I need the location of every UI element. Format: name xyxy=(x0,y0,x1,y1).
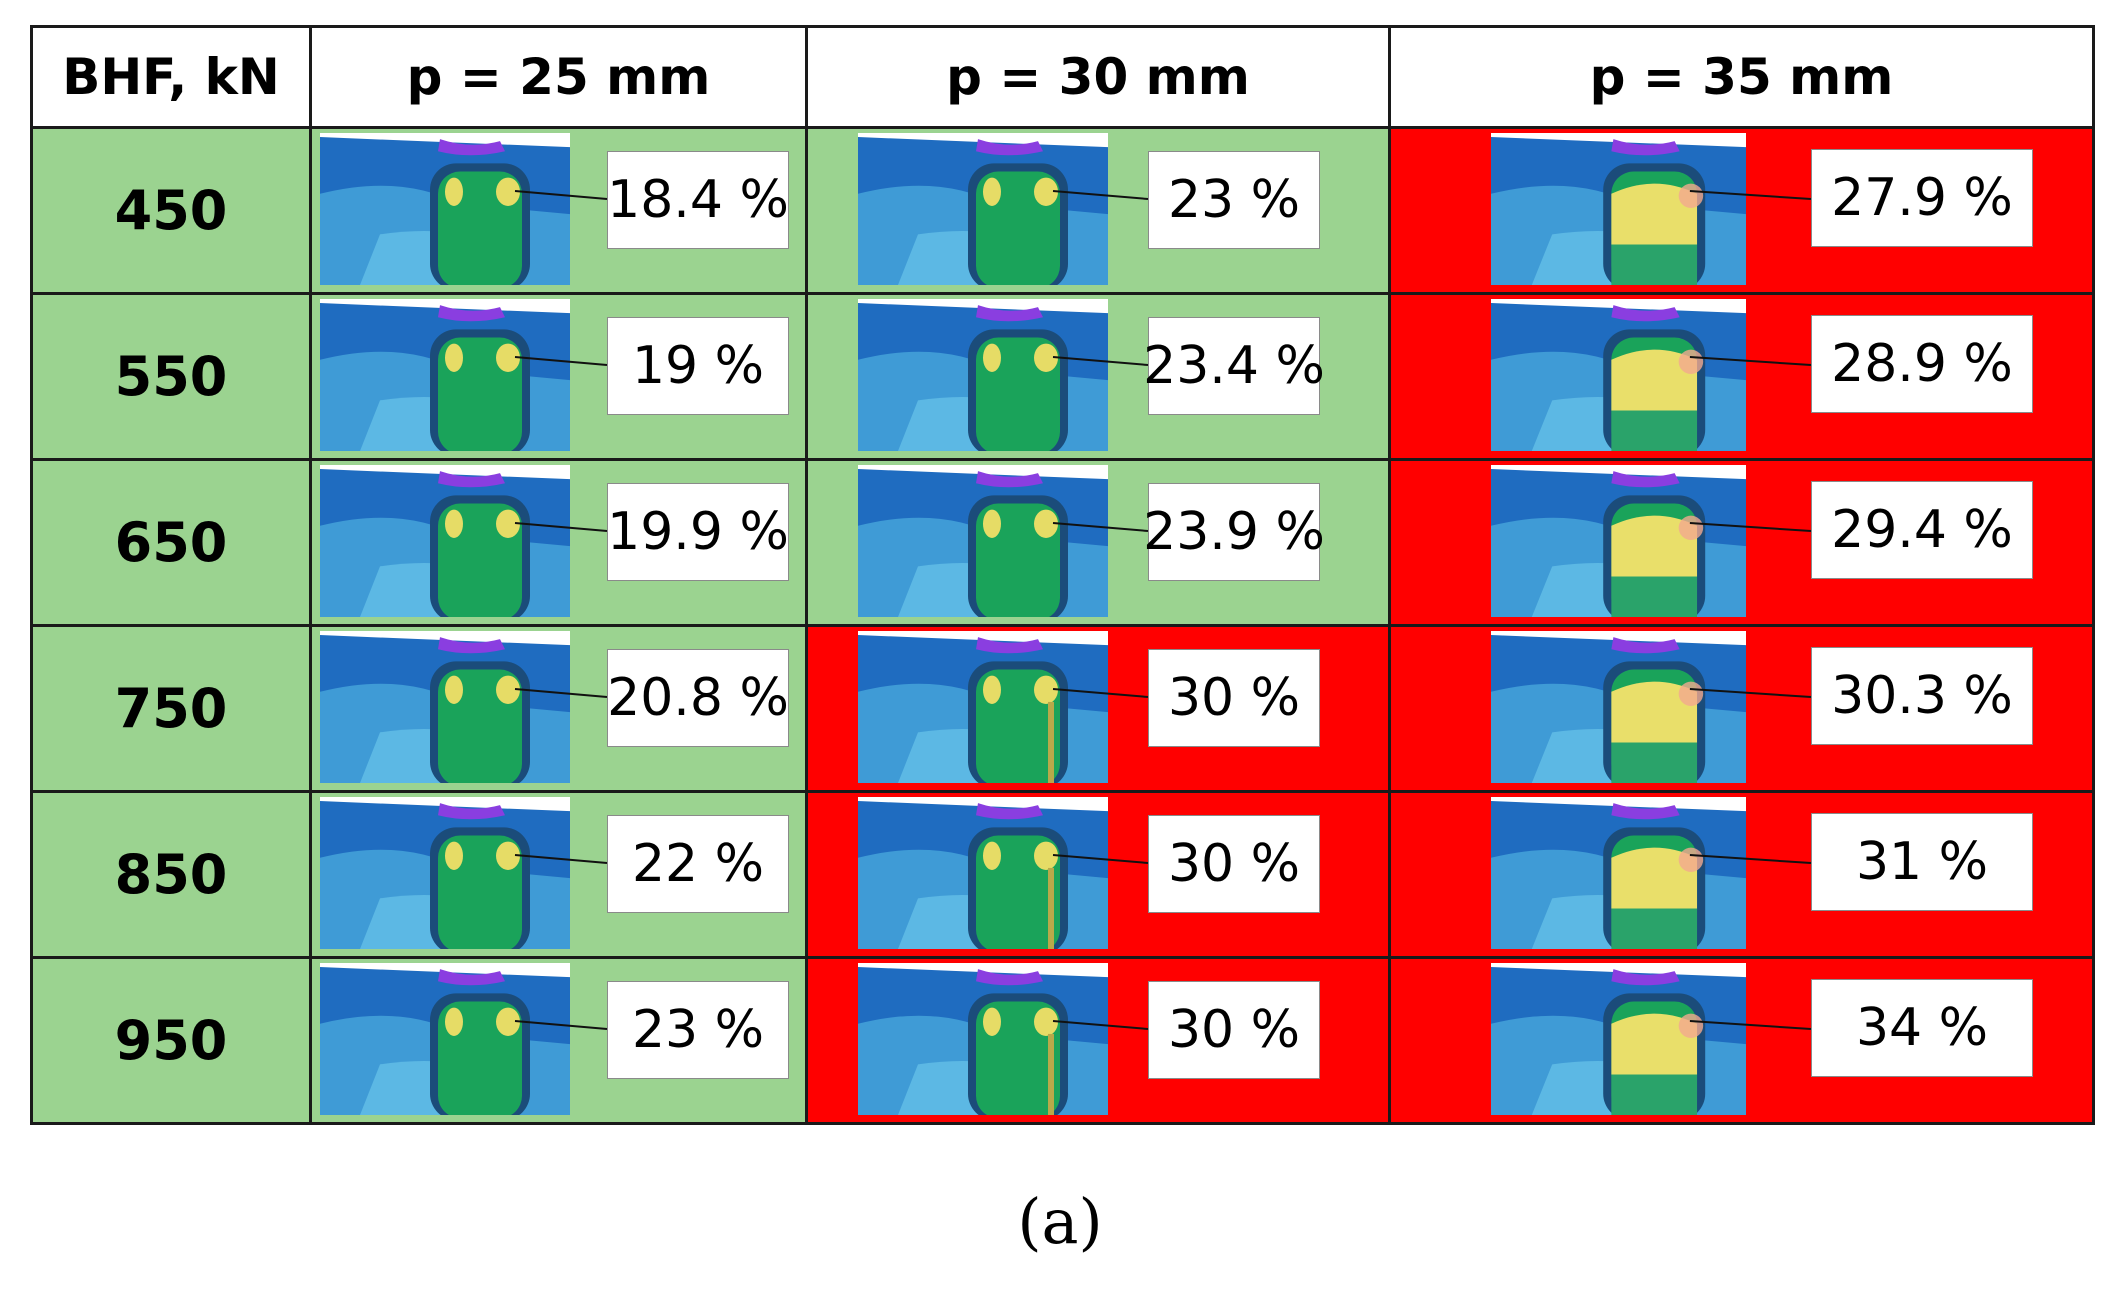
result-cell: 20.8 % xyxy=(309,624,808,793)
simulation-thumbnail xyxy=(1491,133,1746,285)
table-row: 850 22 % 30 % 31 % xyxy=(30,790,2095,959)
thinning-value-label: 23.9 % xyxy=(1143,483,1325,581)
simulation-thumbnail xyxy=(858,299,1108,451)
thinning-value-label: 23.4 % xyxy=(1143,317,1325,415)
bhf-label: 650 xyxy=(30,458,312,627)
result-cell: 30 % xyxy=(805,624,1391,793)
results-table: BHF, kN p = 25 mm p = 30 mm p = 35 mm 45… xyxy=(30,25,2095,1125)
result-cell: 18.4 % xyxy=(309,126,808,295)
simulation-thumbnail xyxy=(858,963,1108,1115)
thinning-value-label: 22 % xyxy=(607,815,789,913)
simulation-thumbnail xyxy=(1491,465,1746,617)
simulation-thumbnail xyxy=(858,797,1108,949)
thinning-value-label: 20.8 % xyxy=(607,649,789,747)
simulation-thumbnail xyxy=(320,133,570,285)
result-cell: 34 % xyxy=(1388,956,2095,1125)
header-row: BHF, kN p = 25 mm p = 30 mm p = 35 mm xyxy=(30,25,2095,129)
bhf-label: 450 xyxy=(30,126,312,295)
figure-caption: (a) xyxy=(1017,1185,1103,1258)
corner-header: BHF, kN xyxy=(30,25,312,129)
simulation-thumbnail xyxy=(320,465,570,617)
bhf-label: 850 xyxy=(30,790,312,959)
column-header-p30: p = 30 mm xyxy=(805,25,1391,129)
simulation-thumbnail xyxy=(1491,963,1746,1115)
result-cell: 23 % xyxy=(309,956,808,1125)
bhf-label: 550 xyxy=(30,292,312,461)
result-cell: 23 % xyxy=(805,126,1391,295)
simulation-thumbnail xyxy=(320,797,570,949)
table-row: 450 18.4 % 23 % 27.9 % xyxy=(30,126,2095,295)
result-cell: 23.4 % xyxy=(805,292,1391,461)
bhf-label: 750 xyxy=(30,624,312,793)
result-cell: 30.3 % xyxy=(1388,624,2095,793)
thinning-value-label: 23 % xyxy=(607,981,789,1079)
simulation-thumbnail xyxy=(320,631,570,783)
thinning-value-label: 19 % xyxy=(607,317,789,415)
thinning-value-label: 28.9 % xyxy=(1811,315,2033,413)
simulation-thumbnail xyxy=(858,133,1108,285)
result-cell: 19 % xyxy=(309,292,808,461)
simulation-thumbnail xyxy=(858,631,1108,783)
thinning-value-label: 31 % xyxy=(1811,813,2033,911)
result-cell: 22 % xyxy=(309,790,808,959)
result-cell: 30 % xyxy=(805,790,1391,959)
thinning-value-label: 34 % xyxy=(1811,979,2033,1077)
thinning-value-label: 30 % xyxy=(1148,649,1320,747)
thinning-value-label: 30 % xyxy=(1148,981,1320,1079)
simulation-thumbnail xyxy=(320,963,570,1115)
table-row: 550 19 % 23.4 % 28.9 % xyxy=(30,292,2095,461)
simulation-thumbnail xyxy=(858,465,1108,617)
result-cell: 27.9 % xyxy=(1388,126,2095,295)
result-cell: 23.9 % xyxy=(805,458,1391,627)
simulation-thumbnail xyxy=(1491,797,1746,949)
thinning-value-label: 23 % xyxy=(1148,151,1320,249)
thinning-value-label: 19.9 % xyxy=(607,483,789,581)
thinning-value-label: 30.3 % xyxy=(1811,647,2033,745)
simulation-thumbnail xyxy=(1491,631,1746,783)
thinning-value-label: 18.4 % xyxy=(607,151,789,249)
table-row: 950 23 % 30 % 34 % xyxy=(30,956,2095,1125)
thinning-value-label: 29.4 % xyxy=(1811,481,2033,579)
result-cell: 30 % xyxy=(805,956,1391,1125)
bhf-label: 950 xyxy=(30,956,312,1125)
table-row: 650 19.9 % 23.9 % 29.4 % xyxy=(30,458,2095,627)
thinning-value-label: 30 % xyxy=(1148,815,1320,913)
simulation-thumbnail xyxy=(320,299,570,451)
column-header-p25: p = 25 mm xyxy=(309,25,808,129)
result-cell: 29.4 % xyxy=(1388,458,2095,627)
result-cell: 19.9 % xyxy=(309,458,808,627)
thinning-value-label: 27.9 % xyxy=(1811,149,2033,247)
column-header-p35: p = 35 mm xyxy=(1388,25,2095,129)
table-row: 750 20.8 % 30 % 30.3 % xyxy=(30,624,2095,793)
result-cell: 28.9 % xyxy=(1388,292,2095,461)
simulation-thumbnail xyxy=(1491,299,1746,451)
result-cell: 31 % xyxy=(1388,790,2095,959)
